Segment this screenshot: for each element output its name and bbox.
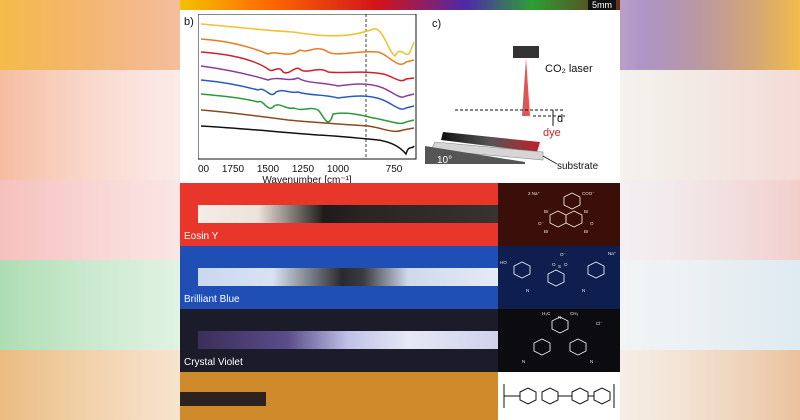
spectrum-series-8 bbox=[200, 125, 415, 156]
distance-label: d bbox=[557, 113, 563, 125]
eosin-coo: COO⁻ bbox=[582, 191, 595, 196]
panel-b-label: b) bbox=[184, 16, 194, 28]
left-fade bbox=[0, 0, 180, 420]
panel-c-label: c) bbox=[432, 18, 442, 30]
eosin-structure-icon: 2 Na⁺ COO⁻ Br Br Br Br O⁻ O bbox=[528, 191, 595, 234]
eosin-br2: Br bbox=[584, 209, 589, 214]
lasered-track bbox=[198, 331, 498, 349]
x-tick-1000: 1000 bbox=[327, 164, 350, 175]
cv-cl: Cl⁻ bbox=[596, 321, 603, 326]
spectrum-series-7 bbox=[200, 109, 415, 133]
brilliant-blue-structure-icon: Na⁺ O⁻ HO O S O N N bbox=[500, 251, 617, 293]
strip-crystal-violet: Crystal Violet bbox=[180, 309, 498, 372]
bb-o: O bbox=[552, 262, 556, 267]
right-fade bbox=[620, 0, 800, 420]
x-tick-1500: 1500 bbox=[257, 164, 280, 175]
x-tick-750: 750 bbox=[386, 164, 403, 175]
cv-n-left: N bbox=[522, 359, 525, 364]
spectrum-series-6 bbox=[200, 93, 415, 125]
strip-label-eosin-y: Eosin Y bbox=[184, 231, 219, 242]
spectrum-series-1 bbox=[200, 23, 415, 58]
laser-label: CO₂ laser bbox=[545, 63, 593, 75]
strip-label-crystal-violet: Crystal Violet bbox=[184, 357, 243, 368]
bb-ho: HO bbox=[500, 260, 507, 265]
spectrum-series-3 bbox=[200, 51, 415, 82]
strip-eosin-y: Eosin Y bbox=[180, 183, 498, 246]
lasered-track bbox=[198, 268, 498, 286]
spectrum-series-5 bbox=[200, 79, 415, 110]
lasered-track bbox=[198, 205, 498, 223]
molecule-brilliant-blue: Na⁺ O⁻ HO O S O N N bbox=[498, 246, 620, 309]
angle-label: 10° bbox=[437, 155, 452, 166]
x-tick-1250: 1250 bbox=[292, 164, 315, 175]
lasered-track bbox=[180, 392, 266, 406]
scientific-figure: 5mm b) Transmission [a.u.] 2000 1750 150… bbox=[180, 0, 620, 420]
cv-h3c: H₃C bbox=[542, 311, 551, 316]
eosin-o: O bbox=[590, 221, 594, 226]
strip-label-brilliant-blue: Brilliant Blue bbox=[184, 294, 240, 305]
polymer-structure-icon bbox=[503, 384, 615, 408]
panel-d-dye-strips: d) Eosin Y 2 Na⁺ COO⁻ Br Br Br Br bbox=[180, 182, 620, 420]
strip-brilliant-blue: Brilliant Blue bbox=[180, 246, 498, 309]
x-tick-2000: 2000 bbox=[198, 164, 210, 175]
top-photo-strip: 5mm bbox=[180, 0, 620, 10]
bb-n1: N bbox=[526, 288, 529, 293]
substrate-label: substrate bbox=[557, 161, 599, 172]
molecule-polymer bbox=[498, 372, 620, 420]
molecule-eosin-y: 2 Na⁺ COO⁻ Br Br Br Br O⁻ O bbox=[498, 183, 620, 246]
bb-o2: O bbox=[564, 262, 568, 267]
bb-s: S bbox=[558, 264, 561, 269]
eosin-br3: Br bbox=[544, 229, 549, 234]
strip-polymer bbox=[180, 372, 498, 420]
spectrum-series-4 bbox=[200, 65, 415, 98]
dye-layer bbox=[441, 132, 540, 152]
eosin-na: 2 Na⁺ bbox=[528, 191, 541, 196]
scale-bar-label: 5mm bbox=[588, 0, 616, 10]
bb-o-minus: O⁻ bbox=[560, 252, 567, 257]
laser-beam bbox=[522, 58, 530, 116]
dye-label: dye bbox=[543, 127, 561, 139]
crystal-violet-structure-icon: H₃C CH₃ Cl⁻ N N N bbox=[522, 311, 603, 364]
ftir-spectra-plot: Transmission [a.u.] 2000 1750 1500 1250 … bbox=[198, 14, 417, 184]
molecule-crystal-violet: H₃C CH₃ Cl⁻ N N N bbox=[498, 309, 620, 372]
bb-na: Na⁺ bbox=[608, 251, 617, 256]
x-tick-1750: 1750 bbox=[222, 164, 245, 175]
substrate-pointer bbox=[542, 155, 558, 165]
cv-n-top: N bbox=[558, 315, 561, 320]
bb-n2: N bbox=[582, 288, 585, 293]
eosin-o-minus: O⁻ bbox=[538, 221, 545, 226]
laser-head-icon bbox=[513, 46, 539, 58]
x-axis-label: Wavenumber [cm⁻¹] bbox=[262, 175, 352, 184]
laser-setup-diagram: CO₂ laser d dye 10° substrate bbox=[425, 46, 599, 172]
spectrum-series-2 bbox=[200, 38, 415, 65]
tilted-base bbox=[425, 146, 525, 164]
cv-ch3: CH₃ bbox=[570, 311, 578, 316]
cv-n-right: N bbox=[590, 359, 593, 364]
eosin-br1: Br bbox=[544, 209, 549, 214]
eosin-br4: Br bbox=[584, 229, 589, 234]
